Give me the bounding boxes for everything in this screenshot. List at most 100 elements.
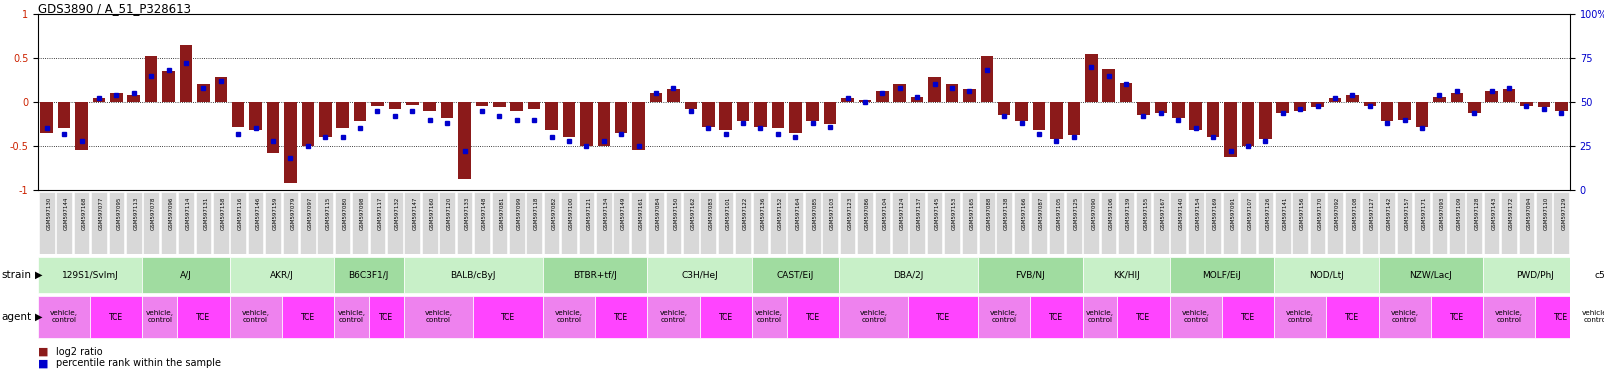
Text: TCE: TCE bbox=[1554, 313, 1569, 321]
Text: GSM597109: GSM597109 bbox=[1456, 197, 1461, 230]
Text: GSM597086: GSM597086 bbox=[865, 197, 869, 230]
Text: MOLF/EiJ: MOLF/EiJ bbox=[1203, 270, 1241, 280]
Text: GSM597159: GSM597159 bbox=[273, 197, 277, 230]
Text: c57BL/6J: c57BL/6J bbox=[1594, 270, 1604, 280]
Text: GSM597108: GSM597108 bbox=[1352, 197, 1357, 230]
Bar bbox=[178, 296, 229, 338]
Bar bbox=[752, 192, 768, 254]
Bar bbox=[319, 102, 332, 137]
Text: 129S1/SvlmJ: 129S1/SvlmJ bbox=[63, 270, 119, 280]
Text: GSM597160: GSM597160 bbox=[430, 197, 435, 230]
Bar bbox=[180, 45, 192, 102]
Text: vehicle,
control: vehicle, control bbox=[659, 311, 688, 323]
Bar bbox=[1049, 192, 1065, 254]
Bar bbox=[1362, 192, 1378, 254]
Text: GSM597095: GSM597095 bbox=[117, 197, 122, 230]
Bar bbox=[1274, 257, 1378, 293]
Text: GSM597113: GSM597113 bbox=[133, 197, 140, 230]
Bar bbox=[1466, 192, 1482, 254]
Bar bbox=[387, 192, 403, 254]
Text: TCE: TCE bbox=[1450, 313, 1464, 321]
Bar bbox=[266, 102, 279, 153]
Bar bbox=[38, 192, 55, 254]
Text: vehicle,
control: vehicle, control bbox=[1086, 311, 1113, 323]
Text: vehicle,
control: vehicle, control bbox=[1391, 311, 1418, 323]
Bar bbox=[1378, 257, 1484, 293]
Bar bbox=[614, 102, 627, 133]
Bar bbox=[282, 192, 298, 254]
Text: GSM597118: GSM597118 bbox=[534, 197, 539, 230]
Bar bbox=[91, 192, 107, 254]
Bar bbox=[874, 192, 890, 254]
Text: GSM597162: GSM597162 bbox=[691, 197, 696, 230]
Bar bbox=[1327, 192, 1343, 254]
Text: BTBR+tf/J: BTBR+tf/J bbox=[573, 270, 618, 280]
Text: vehicle,
control: vehicle, control bbox=[1182, 311, 1209, 323]
Bar bbox=[542, 296, 595, 338]
Text: vehicle,
control: vehicle, control bbox=[1495, 311, 1524, 323]
Bar bbox=[839, 257, 978, 293]
Text: GSM597092: GSM597092 bbox=[1335, 197, 1339, 230]
Bar bbox=[1588, 257, 1604, 293]
Text: GSM597124: GSM597124 bbox=[900, 197, 905, 230]
Text: GSM597098: GSM597098 bbox=[359, 197, 366, 230]
Text: TCE: TCE bbox=[1241, 313, 1254, 321]
Text: vehicle,
control: vehicle, control bbox=[1582, 311, 1604, 323]
Bar bbox=[404, 257, 542, 293]
Text: GSM597121: GSM597121 bbox=[587, 197, 592, 230]
Text: GSM597107: GSM597107 bbox=[1248, 197, 1253, 230]
Bar bbox=[1328, 98, 1341, 102]
Bar bbox=[1274, 296, 1327, 338]
Text: vehicle,
control: vehicle, control bbox=[242, 311, 269, 323]
Bar bbox=[1153, 192, 1169, 254]
Bar bbox=[1100, 192, 1116, 254]
Text: GSM597139: GSM597139 bbox=[1126, 197, 1131, 230]
Bar bbox=[231, 192, 245, 254]
Text: GSM597084: GSM597084 bbox=[656, 197, 661, 230]
Text: vehicle,
control: vehicle, control bbox=[50, 311, 79, 323]
Text: GSM597145: GSM597145 bbox=[935, 197, 940, 230]
Bar bbox=[1259, 102, 1272, 139]
Bar bbox=[249, 102, 261, 130]
Text: GDS3890 / A_51_P328613: GDS3890 / A_51_P328613 bbox=[38, 2, 191, 15]
Bar bbox=[1033, 102, 1046, 130]
Bar bbox=[1277, 102, 1290, 113]
Bar bbox=[265, 192, 281, 254]
Bar bbox=[229, 257, 334, 293]
Bar bbox=[1397, 192, 1413, 254]
Bar bbox=[770, 192, 786, 254]
Bar bbox=[1537, 192, 1551, 254]
Bar bbox=[284, 102, 297, 183]
Bar bbox=[1484, 192, 1500, 254]
Bar bbox=[701, 192, 715, 254]
Bar bbox=[388, 102, 401, 109]
Bar bbox=[302, 102, 314, 146]
Bar bbox=[824, 102, 836, 124]
Text: GSM597138: GSM597138 bbox=[1004, 197, 1009, 230]
Text: GSM597133: GSM597133 bbox=[465, 197, 470, 230]
Bar bbox=[1432, 192, 1447, 254]
Text: ▶: ▶ bbox=[35, 270, 43, 280]
Text: GSM597082: GSM597082 bbox=[552, 197, 557, 230]
Bar bbox=[196, 192, 212, 254]
Bar bbox=[630, 192, 646, 254]
Text: GSM597078: GSM597078 bbox=[151, 197, 156, 230]
Bar bbox=[857, 192, 873, 254]
Bar bbox=[1068, 102, 1079, 136]
Text: vehicle,
control: vehicle, control bbox=[755, 311, 783, 323]
Bar bbox=[1468, 102, 1480, 113]
Bar bbox=[74, 192, 90, 254]
Bar bbox=[840, 98, 853, 102]
Bar bbox=[1136, 192, 1152, 254]
Bar bbox=[807, 102, 820, 121]
Bar bbox=[699, 296, 752, 338]
Bar bbox=[1205, 192, 1221, 254]
Bar bbox=[1083, 257, 1169, 293]
Bar bbox=[58, 102, 71, 128]
Bar bbox=[334, 257, 404, 293]
Bar bbox=[978, 257, 1083, 293]
Bar bbox=[542, 257, 648, 293]
Bar bbox=[1031, 192, 1047, 254]
Bar bbox=[457, 192, 472, 254]
Text: GSM597130: GSM597130 bbox=[47, 197, 51, 230]
